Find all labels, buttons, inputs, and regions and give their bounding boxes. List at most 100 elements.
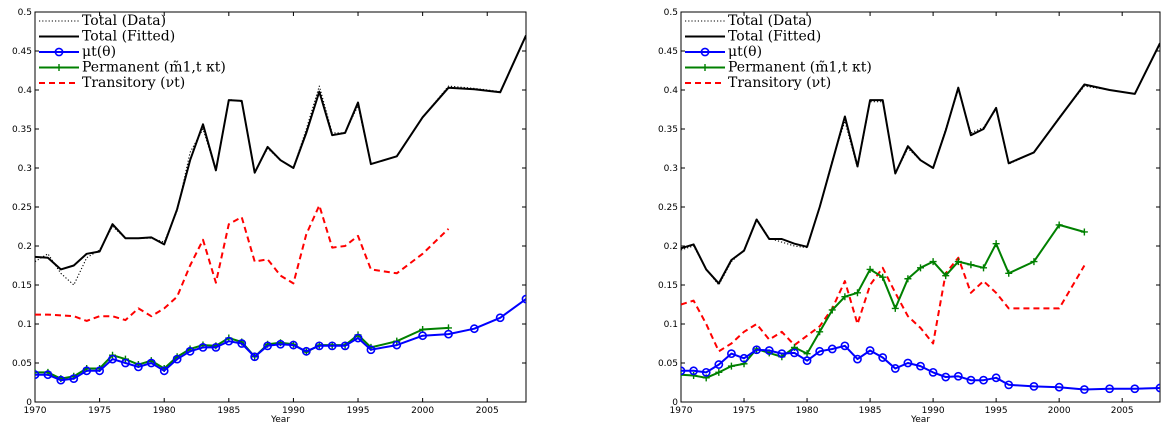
x-tick-label: 1995 [347,406,370,416]
legend-entry: μt(θ) [82,44,116,60]
series-line-2 [35,298,526,382]
legend-entry: Total (Data) [82,13,166,29]
x-tick-label: 2000 [411,406,434,416]
series-line-1 [35,34,526,271]
legend-entry: Transitory (νt) [82,75,185,91]
series-line-1 [681,42,1160,285]
data-point [701,367,711,377]
data-point [340,341,350,351]
y-tick-label: 0.25 [658,203,678,213]
data-point [802,356,812,366]
data-point [866,265,874,273]
legend-entry: Transitory (νt) [728,75,831,91]
x-axis-label: Year [910,415,930,423]
y-tick-label: 0 [672,398,678,408]
y-tick-label: 0.5 [664,8,678,18]
data-point [1005,269,1013,277]
y-tick-label: 0.1 [664,320,678,330]
data-point [689,366,699,376]
data-point [1054,382,1064,392]
data-point [469,324,479,334]
data-point [803,350,811,358]
y-tick-label: 0.15 [658,281,678,291]
legend: Total (Data)Total (Fitted)μt(θ)Permanent… [39,13,226,91]
y-tick-label: 0.2 [18,242,32,252]
data-point [1004,380,1014,390]
data-point [159,366,169,376]
data-point [916,361,925,371]
data-point [444,329,453,339]
data-point [495,313,505,323]
series-group [681,42,1160,394]
data-point [121,358,130,368]
data-point [276,339,285,349]
y-tick-label: 0.05 [658,359,678,369]
series-line-4 [681,256,1086,353]
data-point [739,353,749,363]
data-point [681,366,686,376]
data-point [690,371,698,379]
data-point [185,346,195,356]
x-tick-label: 1985 [859,406,882,416]
data-point [853,289,861,297]
data-point [727,362,735,370]
data-point [815,346,825,356]
series-line-4 [35,204,450,322]
data-point [301,346,311,356]
y-tick-label: 0.25 [12,203,32,213]
data-point [980,264,988,272]
data-point [43,370,53,380]
x-axis-label: Year [270,415,290,423]
data-point [878,353,888,362]
y-tick-label: 0.2 [664,242,678,252]
data-point [133,362,143,372]
x-tick-label: 1975 [733,406,756,416]
data-point [890,364,900,373]
x-tick-label: 1990 [922,406,945,416]
data-point [891,304,899,312]
data-point [917,264,924,272]
data-point [392,340,402,350]
data-point [903,358,913,368]
data-point [777,349,787,359]
data-point [146,358,156,368]
data-point [967,261,975,269]
data-point [1079,385,1089,394]
data-point [681,371,685,379]
y-tick-label: 0.35 [658,125,678,135]
data-point [82,366,92,376]
data-point [992,240,1000,248]
data-point [929,258,937,266]
y-tick-label: 0.4 [664,86,679,96]
data-point [521,294,526,304]
data-point [865,346,875,355]
x-tick-label: 1990 [282,406,305,416]
y-tick-label: 0.35 [12,125,32,135]
x-tick-label: 1980 [153,406,176,416]
chart-panel-1: 0 0.05 0.1 0.15 0.2 0.25 0.3 0.35 0.4 0.45 0.5 1970… [12,8,527,423]
y-tick-label: 0.1 [18,320,32,330]
data-point [953,371,963,381]
data-point [1105,384,1114,394]
y-tick-label: 0 [26,398,32,408]
data-point [250,352,260,362]
chart-panel-2: 0 0.05 0.1 0.15 0.2 0.25 0.3 0.35 0.4 0.45 0.5 1970… [658,8,1161,423]
data-point [366,345,376,355]
data-point [715,368,723,376]
data-point [853,354,862,364]
y-tick-label: 0.05 [12,359,32,369]
data-point [263,341,272,351]
data-point [879,273,887,281]
y-tick-label: 0.4 [18,86,33,96]
y-tick-label: 0.45 [12,47,32,57]
data-point [714,360,724,369]
data-point [56,375,66,385]
data-point [1030,258,1038,266]
series-line-2 [681,344,1160,391]
data-point [35,370,40,380]
data-point [1130,384,1140,394]
series-group [35,34,526,385]
data-point [1080,228,1088,236]
data-point [1055,221,1063,229]
